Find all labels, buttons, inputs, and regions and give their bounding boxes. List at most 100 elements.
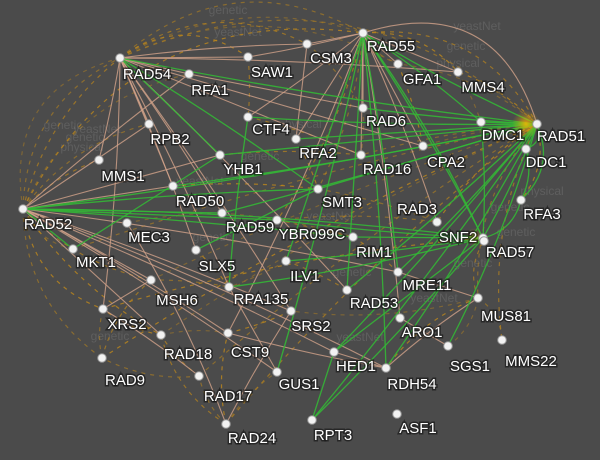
node-MEC3[interactable] <box>122 218 132 228</box>
node-label-MRE11[interactable]: MRE11 <box>401 276 453 296</box>
node-label-RFA3[interactable]: RFA3 <box>522 205 563 225</box>
node-RPT3[interactable] <box>307 415 317 425</box>
node-MMS22[interactable] <box>497 335 507 345</box>
node-RPB2[interactable] <box>144 119 154 129</box>
node-label-RAD3[interactable]: RAD3 <box>395 200 438 220</box>
node-label-SLX5[interactable]: SLX5 <box>197 257 237 277</box>
node-label-XRS2[interactable]: XRS2 <box>106 315 148 335</box>
node-label-SGS1[interactable]: SGS1 <box>448 357 491 377</box>
node-label-RPA135[interactable]: RPA135 <box>232 290 290 310</box>
node-label-RPT3[interactable]: RPT3 <box>312 426 353 446</box>
node-MMS4[interactable] <box>453 67 463 77</box>
node-label-RDH54[interactable]: RDH54 <box>386 375 438 395</box>
node-SMT3[interactable] <box>313 184 323 194</box>
node-label-ASF1[interactable]: ASF1 <box>398 419 439 439</box>
node-label-RAD50[interactable]: RAD50 <box>174 192 225 212</box>
node-label-SNF2[interactable]: SNF2 <box>437 228 478 248</box>
node-label-RAD6[interactable]: RAD6 <box>364 112 407 132</box>
node-label-RAD53[interactable]: RAD53 <box>348 294 399 314</box>
node-RAD6[interactable] <box>358 103 368 113</box>
node-DMC1[interactable] <box>476 117 486 127</box>
node-RAD16[interactable] <box>356 150 366 160</box>
node-CSM3[interactable] <box>302 39 312 49</box>
node-SRS2[interactable] <box>286 306 296 316</box>
node-label-RAD18[interactable]: RAD18 <box>162 345 213 365</box>
node-RDH54[interactable] <box>381 363 391 373</box>
node-MRE11[interactable] <box>393 267 403 277</box>
node-XRS2[interactable] <box>98 304 108 314</box>
node-label-RIM1[interactable]: RIM1 <box>355 243 394 263</box>
node-RAD17[interactable] <box>194 371 204 381</box>
node-RAD24[interactable] <box>221 419 231 429</box>
node-RAD9[interactable] <box>97 353 107 363</box>
node-label-RAD57[interactable]: RAD57 <box>484 243 535 263</box>
node-RAD52[interactable] <box>18 204 28 214</box>
node-RAD59[interactable] <box>217 208 227 218</box>
node-label-MMS4[interactable]: MMS4 <box>460 78 506 98</box>
node-label-MUS81[interactable]: MUS81 <box>479 307 532 327</box>
node-label-RPB2[interactable]: RPB2 <box>149 130 191 150</box>
node-RAD18[interactable] <box>156 330 166 340</box>
node-label-YBR099C[interactable]: YBR099C <box>277 225 347 245</box>
node-label-SMT3[interactable]: SMT3 <box>320 193 363 213</box>
node-label-YHB1[interactable]: YHB1 <box>222 160 264 180</box>
node-RAD50[interactable] <box>168 181 178 191</box>
node-label-CST9[interactable]: CST9 <box>229 343 270 363</box>
node-RAD57[interactable] <box>479 236 489 246</box>
node-label-MMS1[interactable]: MMS1 <box>100 167 146 187</box>
node-DDC1[interactable] <box>521 144 531 154</box>
node-label-CSM3[interactable]: CSM3 <box>309 49 354 69</box>
node-MMS1[interactable] <box>94 155 104 165</box>
node-label-RAD51[interactable]: RAD51 <box>535 127 586 147</box>
node-label-RAD16[interactable]: RAD16 <box>361 160 412 180</box>
node-RAD51[interactable] <box>532 119 542 129</box>
node-YBR099C[interactable] <box>272 215 282 225</box>
node-label-MSH6[interactable]: MSH6 <box>155 291 200 311</box>
node-label-CTF4[interactable]: CTF4 <box>251 120 292 140</box>
node-label-ILV1[interactable]: ILV1 <box>289 267 322 287</box>
node-label-MMS22[interactable]: MMS22 <box>504 352 559 372</box>
node-YHB1[interactable] <box>215 150 225 160</box>
node-label-ARO1[interactable]: ARO1 <box>400 323 444 343</box>
node-CPA2[interactable] <box>418 141 428 151</box>
node-label-MEC3[interactable]: MEC3 <box>127 228 172 248</box>
node-label-RAD55[interactable]: RAD55 <box>365 37 416 57</box>
node-SGS1[interactable] <box>443 341 453 351</box>
node-label-HED1[interactable]: HED1 <box>334 357 377 377</box>
node-RAD54[interactable] <box>115 53 125 63</box>
node-CTF4[interactable] <box>243 112 253 122</box>
node-SLX5[interactable] <box>191 245 201 255</box>
node-RFA2[interactable] <box>291 134 301 144</box>
node-RAD3[interactable] <box>432 217 442 227</box>
node-MKT1[interactable] <box>68 244 78 254</box>
node-RAD53[interactable] <box>342 285 352 295</box>
node-GUS1[interactable] <box>272 367 282 377</box>
node-RFA3[interactable] <box>516 195 526 205</box>
node-label-RAD17[interactable]: RAD17 <box>202 387 253 407</box>
node-CST9[interactable] <box>223 328 233 338</box>
node-RFA1[interactable] <box>184 69 194 79</box>
node-MSH6[interactable] <box>146 275 156 285</box>
node-HED1[interactable] <box>329 347 339 357</box>
node-ARO1[interactable] <box>395 313 405 323</box>
node-label-DMC1[interactable]: DMC1 <box>480 126 526 146</box>
node-label-DDC1[interactable]: DDC1 <box>524 153 568 173</box>
node-label-GUS1[interactable]: GUS1 <box>277 375 321 395</box>
node-RIM1[interactable] <box>348 232 358 242</box>
node-label-RAD9[interactable]: RAD9 <box>103 371 146 391</box>
node-MUS81[interactable] <box>473 293 483 303</box>
node-label-RAD59[interactable]: RAD59 <box>224 218 275 238</box>
node-GFA1[interactable] <box>393 59 403 69</box>
node-SAW1[interactable] <box>243 52 253 62</box>
node-label-GFA1[interactable]: GFA1 <box>401 70 442 90</box>
node-label-RFA2[interactable]: RFA2 <box>298 144 339 164</box>
node-label-SAW1[interactable]: SAW1 <box>250 63 295 83</box>
node-label-CPA2[interactable]: CPA2 <box>425 153 466 173</box>
node-label-MKT1[interactable]: MKT1 <box>74 253 117 273</box>
node-ASF1[interactable] <box>392 409 402 419</box>
node-label-RFA1[interactable]: RFA1 <box>190 81 231 101</box>
node-label-SRS2[interactable]: SRS2 <box>290 317 332 337</box>
node-RAD55[interactable] <box>358 28 368 38</box>
node-label-RAD52[interactable]: RAD52 <box>22 215 73 235</box>
